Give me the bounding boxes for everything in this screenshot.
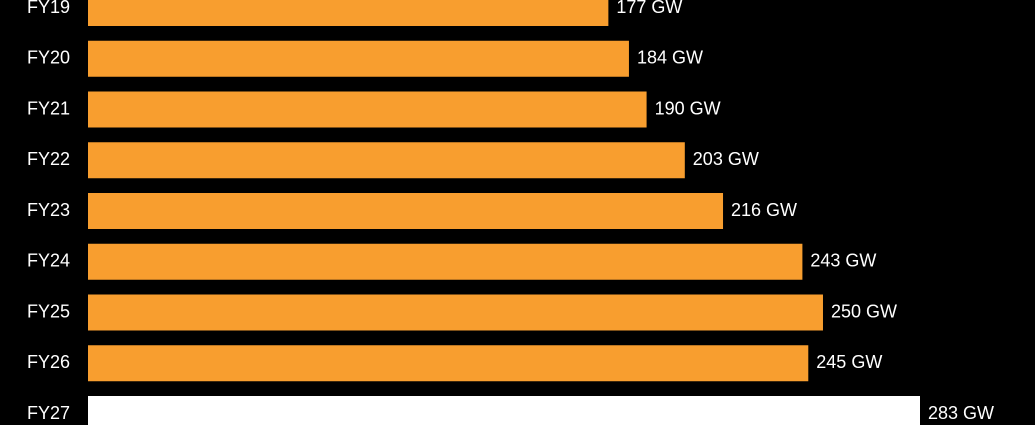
bar (88, 142, 685, 179)
category-label: FY20 (27, 48, 70, 68)
bar (88, 0, 609, 26)
bar (88, 243, 803, 280)
category-label: FY25 (27, 301, 70, 321)
bar (88, 193, 724, 229)
bar (88, 345, 809, 382)
value-label: 216 GW (731, 200, 797, 220)
category-label: FY26 (27, 352, 70, 372)
value-label: 243 GW (810, 251, 876, 271)
value-label: 177 GW (616, 0, 682, 17)
value-label: 245 GW (816, 352, 882, 372)
value-label: 250 GW (831, 301, 897, 321)
bar (88, 91, 647, 128)
bar (88, 396, 920, 425)
value-label: 283 GW (928, 403, 994, 423)
category-label: FY27 (27, 403, 70, 423)
value-label: 190 GW (655, 98, 721, 118)
category-label: FY21 (27, 98, 70, 118)
value-label: 203 GW (693, 149, 759, 169)
category-label: FY22 (27, 149, 70, 169)
value-label: 184 GW (637, 48, 703, 68)
category-label: FY24 (27, 251, 70, 271)
category-label: FY19 (27, 0, 70, 17)
bar (88, 40, 629, 77)
category-label: FY23 (27, 200, 70, 220)
bar (88, 294, 823, 331)
